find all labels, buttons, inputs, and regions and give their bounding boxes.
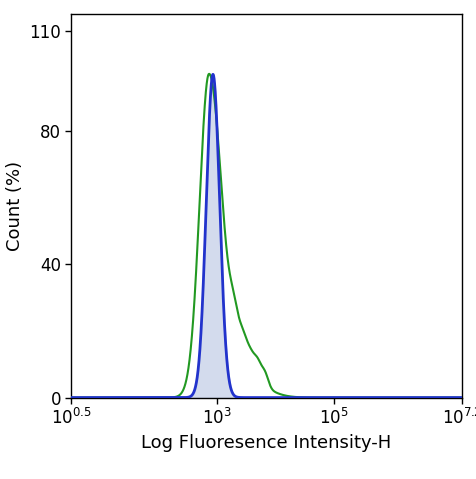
Y-axis label: Count (%): Count (%) bbox=[6, 161, 24, 251]
X-axis label: Log Fluoresence Intensity-H: Log Fluoresence Intensity-H bbox=[141, 433, 392, 452]
